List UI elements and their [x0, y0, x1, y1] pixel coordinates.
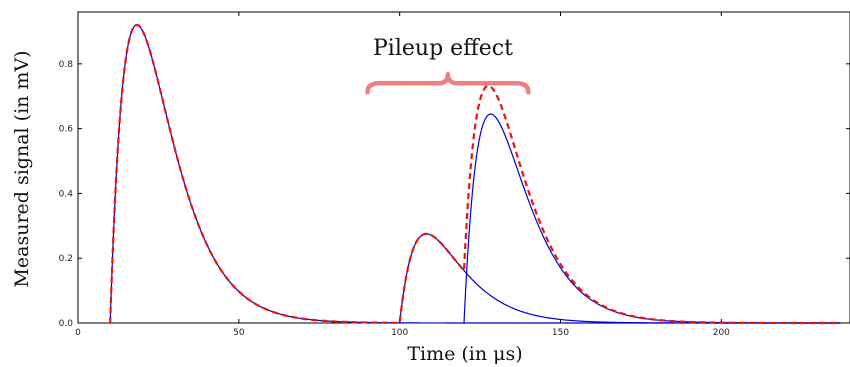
sum-signal-dashed-line	[109, 23, 841, 325]
y-tick-label: 0.0	[59, 319, 74, 329]
y-tick-label: 0.8	[59, 60, 74, 70]
y-axis-title: Measured signal (in mV)	[11, 50, 33, 287]
series-layer	[109, 23, 841, 325]
pulse-line-1	[109, 24, 841, 324]
x-tick-label: 200	[713, 328, 730, 338]
y-tick-label: 0.6	[59, 125, 74, 135]
pileup-annotation-label: Pileup effect	[373, 36, 513, 61]
pileup-brace	[365, 72, 531, 95]
x-axis-ticks: 0 50 100 150 200	[75, 12, 730, 338]
y-tick-label: 0.4	[59, 189, 74, 199]
x-tick-label: 0	[75, 328, 81, 338]
y-axis-ticks: 0.0 0.2 0.4 0.6 0.8	[59, 60, 850, 329]
x-tick-label: 100	[391, 328, 408, 338]
x-tick-label: 50	[233, 328, 245, 338]
y-tick-label: 0.2	[59, 254, 73, 264]
pulse-line-3	[463, 113, 841, 324]
x-axis-title: Time (in μs)	[407, 343, 522, 365]
annotation-layer: Pileup effect	[365, 36, 531, 95]
x-tick-label: 150	[552, 328, 569, 338]
